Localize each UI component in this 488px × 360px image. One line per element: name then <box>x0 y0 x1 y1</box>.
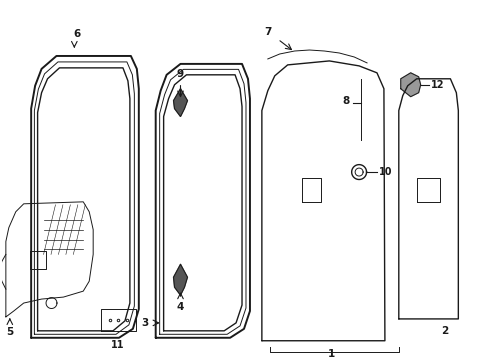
Text: 7: 7 <box>264 27 271 37</box>
Polygon shape <box>173 89 187 117</box>
Text: 11: 11 <box>111 340 124 350</box>
Polygon shape <box>400 73 420 96</box>
Polygon shape <box>173 264 187 295</box>
Text: 10: 10 <box>378 167 392 177</box>
Text: 8: 8 <box>341 96 348 105</box>
Text: 4: 4 <box>177 302 184 312</box>
Text: 9: 9 <box>177 69 183 79</box>
Text: 1: 1 <box>327 348 334 359</box>
Text: 6: 6 <box>74 29 81 39</box>
Text: 5: 5 <box>6 327 14 337</box>
Text: 2: 2 <box>440 326 447 336</box>
Text: 3: 3 <box>141 318 148 328</box>
Text: 12: 12 <box>429 80 443 90</box>
